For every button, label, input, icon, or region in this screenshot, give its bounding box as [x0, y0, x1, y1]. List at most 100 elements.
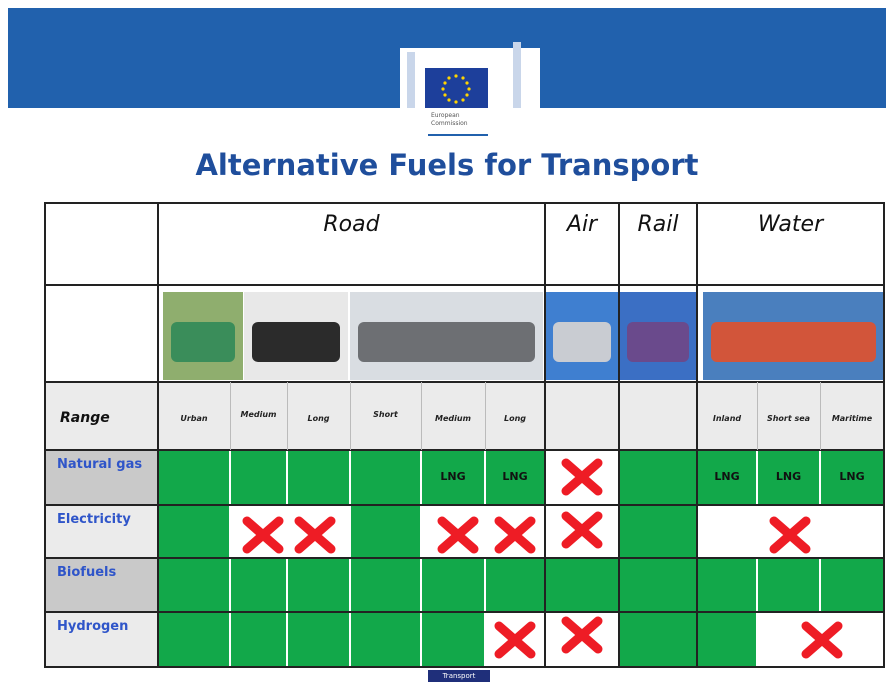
fuel-cell	[231, 613, 286, 666]
not-available-mark	[494, 516, 536, 554]
logo-building	[407, 52, 415, 108]
row-label-cell	[45, 612, 158, 667]
cross	[294, 516, 336, 554]
cross	[494, 516, 536, 554]
logo-text: European	[431, 112, 460, 119]
table-border	[44, 284, 885, 286]
not-available-mark	[294, 516, 336, 554]
fuel-cell	[159, 613, 229, 666]
table-border	[544, 203, 546, 668]
fuel-cell	[486, 451, 544, 504]
cross	[561, 511, 603, 549]
row-label: Natural gas	[57, 457, 143, 472]
row-label-cell	[45, 450, 158, 505]
cell-note: LNG	[714, 470, 740, 483]
not-available-mark	[242, 516, 284, 554]
not-available-mark	[561, 458, 603, 496]
cell-note: LNG	[440, 470, 466, 483]
not-available-mark	[494, 621, 536, 659]
row-label-cell	[45, 505, 158, 558]
fuel-cell	[620, 559, 696, 611]
fuel-cell	[620, 451, 696, 504]
not-available-mark	[561, 616, 603, 654]
cross	[801, 621, 843, 659]
logo: European Commission	[400, 42, 540, 136]
table-border	[157, 203, 159, 668]
fuel-cell	[159, 451, 229, 504]
mode-header: Air	[566, 212, 598, 237]
fuel-cell	[288, 559, 349, 611]
table-border	[44, 203, 46, 668]
table-border	[44, 611, 885, 613]
fuel-cell	[351, 451, 420, 504]
range-label: Inland	[712, 414, 742, 423]
fuel-cell	[288, 451, 349, 504]
range-divider	[230, 382, 231, 450]
fuel-cell	[821, 506, 883, 557]
range-label: Short	[373, 410, 398, 419]
fuel-cell	[698, 506, 756, 557]
fuel-cell	[486, 559, 544, 611]
blank-cell	[45, 203, 158, 382]
cell-note: LNG	[502, 470, 528, 483]
fuel-cell	[422, 451, 484, 504]
not-available-mark	[561, 511, 603, 549]
mode-header: Road	[323, 212, 380, 237]
not-available-mark	[769, 516, 811, 554]
fuel-cell	[821, 451, 883, 504]
range-label: Long	[307, 414, 330, 423]
table-border	[618, 203, 620, 668]
cell-note: LNG	[839, 470, 865, 483]
row-label: Electricity	[57, 512, 131, 527]
eu-stars	[441, 74, 471, 104]
fuel-cell	[422, 613, 484, 666]
fuel-cell	[351, 506, 420, 557]
range-label: Medium	[435, 414, 471, 423]
logo-building	[513, 42, 521, 108]
fuel-cell	[159, 559, 229, 611]
table-border	[696, 203, 698, 668]
cross	[242, 516, 284, 554]
photo-subject	[627, 322, 689, 362]
range-divider	[350, 382, 351, 450]
fuel-cell	[620, 506, 696, 557]
table-border	[883, 203, 885, 668]
range-label: Urban	[180, 414, 208, 423]
fuel-cell	[698, 613, 756, 666]
range-divider	[485, 382, 486, 450]
fuel-cell	[620, 613, 696, 666]
row-label: Hydrogen	[57, 619, 129, 634]
mode-header: Water	[757, 212, 824, 237]
cross	[437, 516, 479, 554]
fuel-cell	[758, 559, 819, 611]
table-border	[44, 666, 885, 668]
range-row	[45, 382, 884, 450]
fuel-cell	[698, 451, 756, 504]
range-label: Range	[60, 410, 110, 426]
fuel-cell	[159, 506, 229, 557]
fuel-cell	[698, 559, 756, 611]
fuel-cell	[422, 559, 484, 611]
range-label: Long	[503, 414, 526, 423]
row-label-cell	[45, 558, 158, 612]
mode-header: Rail	[637, 212, 679, 237]
table-border	[44, 449, 885, 451]
cross	[494, 621, 536, 659]
range-divider	[421, 382, 422, 450]
not-available-mark	[437, 516, 479, 554]
fuel-cell	[288, 613, 349, 666]
photo-subject	[171, 322, 235, 362]
table-border	[44, 202, 885, 204]
fuel-cell	[821, 559, 883, 611]
fuel-cell	[231, 451, 286, 504]
range-divider	[287, 382, 288, 450]
cell-note: LNG	[775, 470, 802, 483]
range-label: Short sea	[766, 414, 811, 423]
fuel-cell	[351, 559, 420, 611]
fuel-cell	[351, 613, 420, 666]
slide-title: Alternative Fuels for Transport	[195, 148, 699, 182]
range-label: Medium	[240, 410, 277, 419]
fuel-cell	[758, 451, 819, 504]
footer-tag: Transport	[428, 670, 490, 682]
photo-subject	[553, 322, 611, 362]
